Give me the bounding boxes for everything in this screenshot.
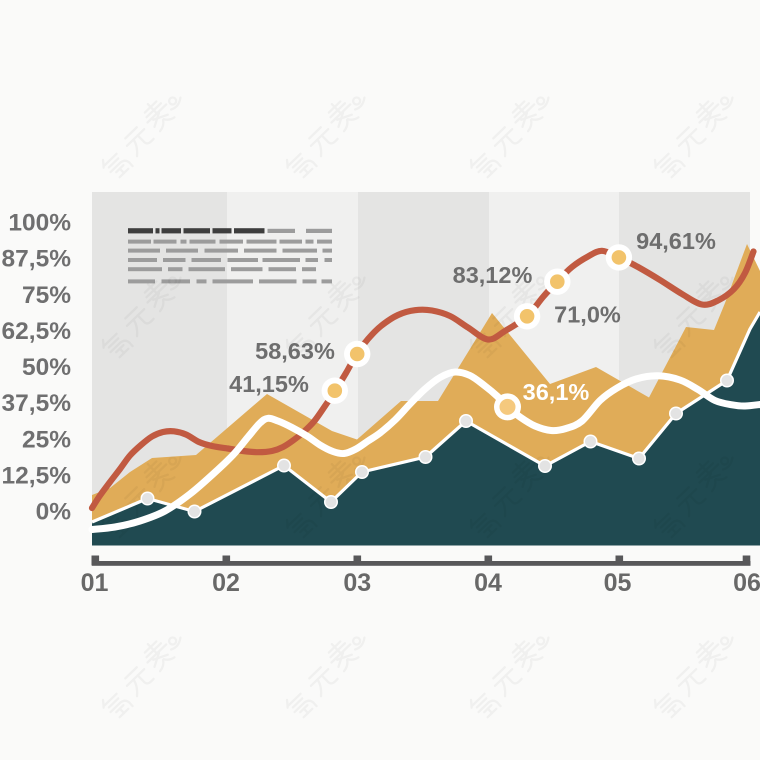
svg-text:83,12%: 83,12% (453, 262, 533, 288)
svg-text:71,0%: 71,0% (554, 302, 621, 328)
svg-text:62,5%: 62,5% (2, 318, 72, 345)
svg-text:05: 05 (604, 569, 632, 597)
svg-text:01: 01 (81, 569, 109, 597)
svg-text:75%: 75% (22, 282, 71, 309)
svg-text:0%: 0% (36, 499, 72, 526)
svg-text:03: 03 (343, 569, 371, 597)
svg-text:41,15%: 41,15% (229, 371, 309, 397)
svg-text:06: 06 (733, 569, 760, 597)
svg-text:50%: 50% (22, 354, 71, 381)
svg-text:100%: 100% (8, 210, 71, 237)
svg-text:87,5%: 87,5% (2, 246, 72, 273)
svg-text:12,5%: 12,5% (2, 463, 72, 490)
svg-text:58,63%: 58,63% (255, 338, 335, 364)
svg-text:04: 04 (474, 569, 502, 597)
svg-text:25%: 25% (22, 426, 71, 453)
svg-text:37,5%: 37,5% (2, 390, 72, 417)
svg-text:02: 02 (212, 569, 240, 597)
svg-text:94,61%: 94,61% (636, 228, 716, 254)
svg-text:36,1%: 36,1% (523, 379, 590, 405)
